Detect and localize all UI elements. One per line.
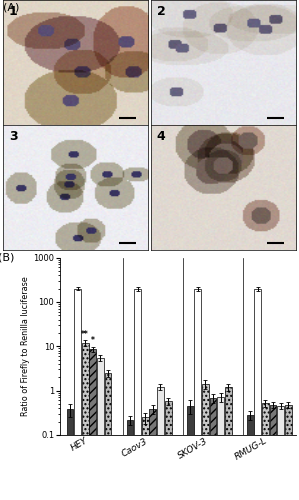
Bar <box>127 420 133 500</box>
Bar <box>157 387 164 500</box>
Bar <box>217 397 224 500</box>
Y-axis label: Ratio of Firefly to Renilla luciferase: Ratio of Firefly to Renilla luciferase <box>22 276 30 416</box>
Bar <box>270 405 276 500</box>
Text: 1: 1 <box>9 5 18 18</box>
Bar <box>67 410 74 500</box>
Bar <box>285 405 292 500</box>
Bar <box>165 401 172 500</box>
Bar <box>262 403 269 500</box>
Bar <box>134 288 141 500</box>
Bar <box>89 350 96 500</box>
Bar <box>105 373 112 500</box>
Text: **: ** <box>81 330 89 338</box>
Text: (A): (A) <box>3 2 19 12</box>
Bar <box>97 358 104 500</box>
Text: 4: 4 <box>157 130 166 143</box>
Bar <box>194 288 201 500</box>
Text: *: * <box>91 336 95 345</box>
Bar <box>150 410 156 500</box>
Bar <box>247 415 254 500</box>
Bar <box>254 288 261 500</box>
Bar <box>202 384 209 500</box>
Bar <box>225 387 231 500</box>
Bar <box>74 288 81 500</box>
Bar <box>187 406 193 500</box>
Text: (B): (B) <box>0 252 15 262</box>
Bar <box>142 418 149 500</box>
Bar <box>277 406 284 500</box>
Bar <box>82 342 89 500</box>
Bar <box>210 398 216 500</box>
Text: 2: 2 <box>157 5 166 18</box>
Text: 3: 3 <box>9 130 17 143</box>
